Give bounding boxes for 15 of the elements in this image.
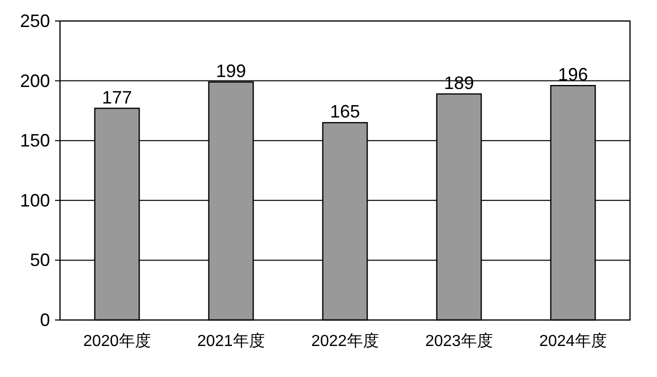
y-tick-label: 100 (20, 190, 50, 210)
y-tick-label: 200 (20, 70, 50, 91)
data-label: 165 (330, 102, 360, 122)
x-tick-label: 2023年度 (425, 332, 493, 350)
data-label: 199 (216, 60, 246, 81)
y-tick-label: 50 (30, 250, 50, 270)
data-label: 196 (558, 64, 588, 85)
x-tick-label: 2022年度 (311, 332, 379, 350)
x-tick-label: 2021年度 (197, 332, 265, 350)
x-tick-label: 2024年度 (539, 332, 607, 350)
y-tick-label: 250 (20, 11, 50, 31)
x-tick-label: 2020年度 (83, 332, 151, 350)
y-tick-label: 0 (40, 310, 50, 330)
data-label: 177 (102, 87, 132, 108)
y-tick-label: 150 (20, 130, 50, 151)
